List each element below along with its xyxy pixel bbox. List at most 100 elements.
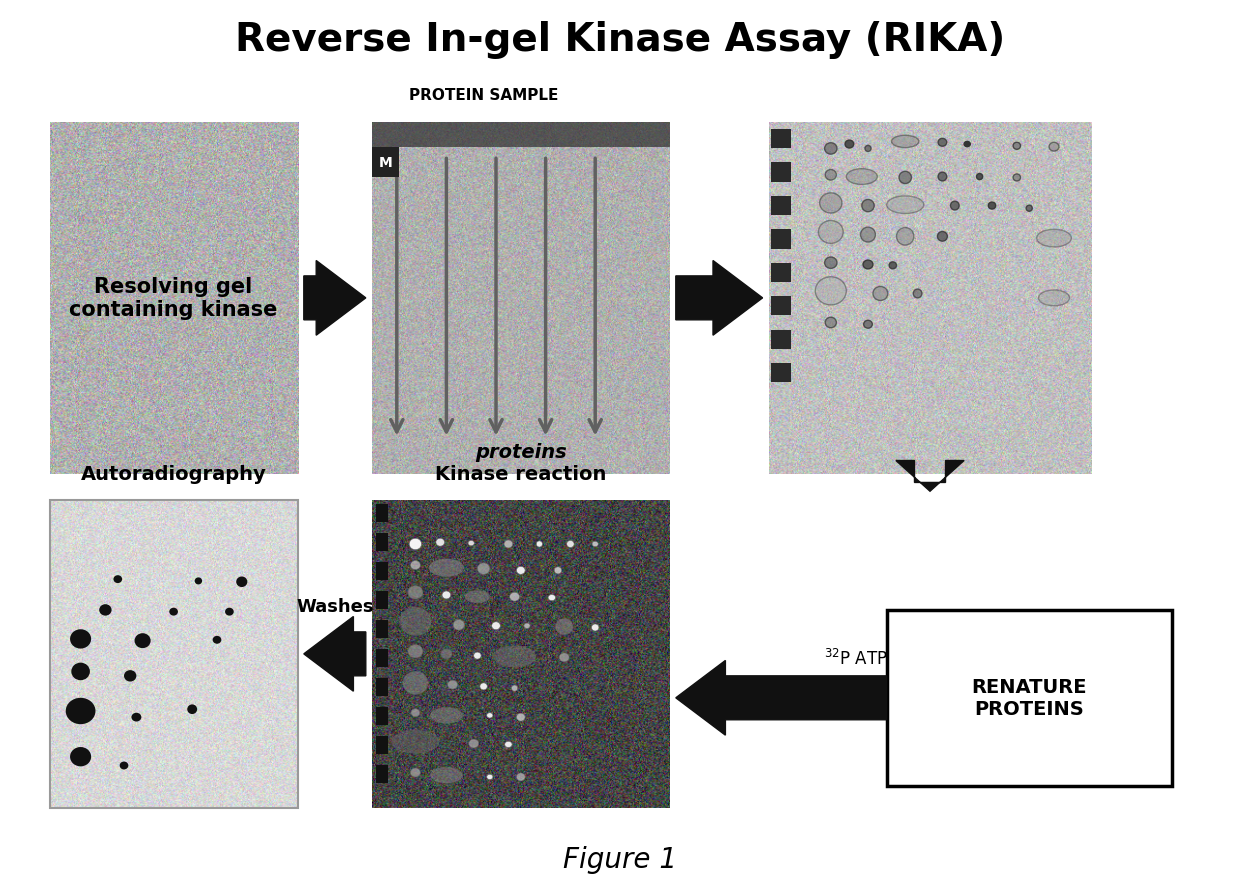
FancyArrow shape [676,262,763,335]
Bar [771,330,791,349]
Bar [771,363,791,383]
Bar [376,621,388,638]
Ellipse shape [897,228,914,246]
Ellipse shape [430,708,463,723]
Ellipse shape [937,173,947,182]
Ellipse shape [410,561,420,570]
Bar [376,737,388,754]
Ellipse shape [887,197,924,214]
Bar [771,130,791,149]
Ellipse shape [430,767,463,783]
FancyBboxPatch shape [887,610,1172,786]
Ellipse shape [556,619,573,635]
Ellipse shape [591,542,598,547]
Ellipse shape [937,233,947,242]
Ellipse shape [409,538,422,550]
FancyArrow shape [895,461,965,492]
Text: Figure 1: Figure 1 [563,845,677,873]
Ellipse shape [467,541,474,546]
Ellipse shape [510,593,520,601]
Bar [376,650,388,667]
Ellipse shape [861,228,875,243]
Text: $^{32}$P ATP: $^{32}$P ATP [823,649,888,668]
Ellipse shape [403,672,428,694]
Ellipse shape [477,564,490,575]
Ellipse shape [873,287,888,301]
Ellipse shape [863,320,873,328]
Ellipse shape [1049,143,1059,152]
Ellipse shape [567,541,574,548]
Ellipse shape [236,577,248,587]
Ellipse shape [988,203,996,210]
Ellipse shape [187,704,197,715]
Ellipse shape [474,652,481,659]
Ellipse shape [505,741,512,748]
Ellipse shape [480,683,487,690]
FancyArrow shape [676,660,887,736]
Ellipse shape [66,698,95,724]
Ellipse shape [846,140,854,148]
Text: RENATURE
PROTEINS: RENATURE PROTEINS [971,678,1087,718]
Ellipse shape [899,172,911,184]
FancyArrow shape [304,262,366,335]
Ellipse shape [523,623,531,629]
Ellipse shape [448,680,458,689]
Ellipse shape [591,624,599,631]
Ellipse shape [913,290,923,299]
Ellipse shape [511,685,518,692]
Ellipse shape [826,318,837,328]
Bar [771,263,791,283]
Ellipse shape [516,567,526,575]
Ellipse shape [119,761,129,769]
Bar [376,563,388,580]
Bar [771,230,791,249]
Text: Autoradiography: Autoradiography [81,464,267,484]
Bar [376,534,388,551]
Bar [771,163,791,183]
Ellipse shape [825,258,837,269]
Ellipse shape [124,671,136,681]
Ellipse shape [72,663,91,680]
Ellipse shape [1039,291,1069,306]
Ellipse shape [820,193,842,214]
Ellipse shape [937,139,947,148]
Ellipse shape [134,634,151,648]
Ellipse shape [1037,230,1071,248]
Ellipse shape [818,221,843,244]
Text: Washes: Washes [296,597,373,615]
Ellipse shape [224,608,233,616]
Text: PROTEIN SAMPLE: PROTEIN SAMPLE [409,88,558,104]
Ellipse shape [951,202,960,211]
Ellipse shape [536,541,543,548]
Bar [376,766,388,783]
Text: Resolving gel
containing kinase: Resolving gel containing kinase [69,277,278,320]
Ellipse shape [410,768,420,777]
Ellipse shape [559,653,569,662]
Ellipse shape [408,644,423,658]
Ellipse shape [503,540,513,548]
Ellipse shape [486,774,494,780]
Ellipse shape [889,263,897,270]
Text: M: M [378,156,393,170]
Ellipse shape [213,636,222,644]
Ellipse shape [516,773,526,781]
Ellipse shape [412,709,419,716]
Bar [376,679,388,696]
Ellipse shape [965,142,971,148]
Ellipse shape [454,620,465,630]
Ellipse shape [491,622,500,630]
Ellipse shape [977,174,982,181]
Ellipse shape [195,578,202,585]
Bar [376,592,388,609]
Ellipse shape [436,539,444,546]
Text: proteins: proteins [475,443,567,462]
Ellipse shape [548,595,556,601]
Ellipse shape [1013,143,1021,150]
Ellipse shape [826,170,837,181]
Ellipse shape [494,646,536,667]
Ellipse shape [441,650,451,658]
Ellipse shape [862,200,874,212]
Ellipse shape [408,587,423,599]
Ellipse shape [169,608,179,616]
Ellipse shape [69,630,92,649]
